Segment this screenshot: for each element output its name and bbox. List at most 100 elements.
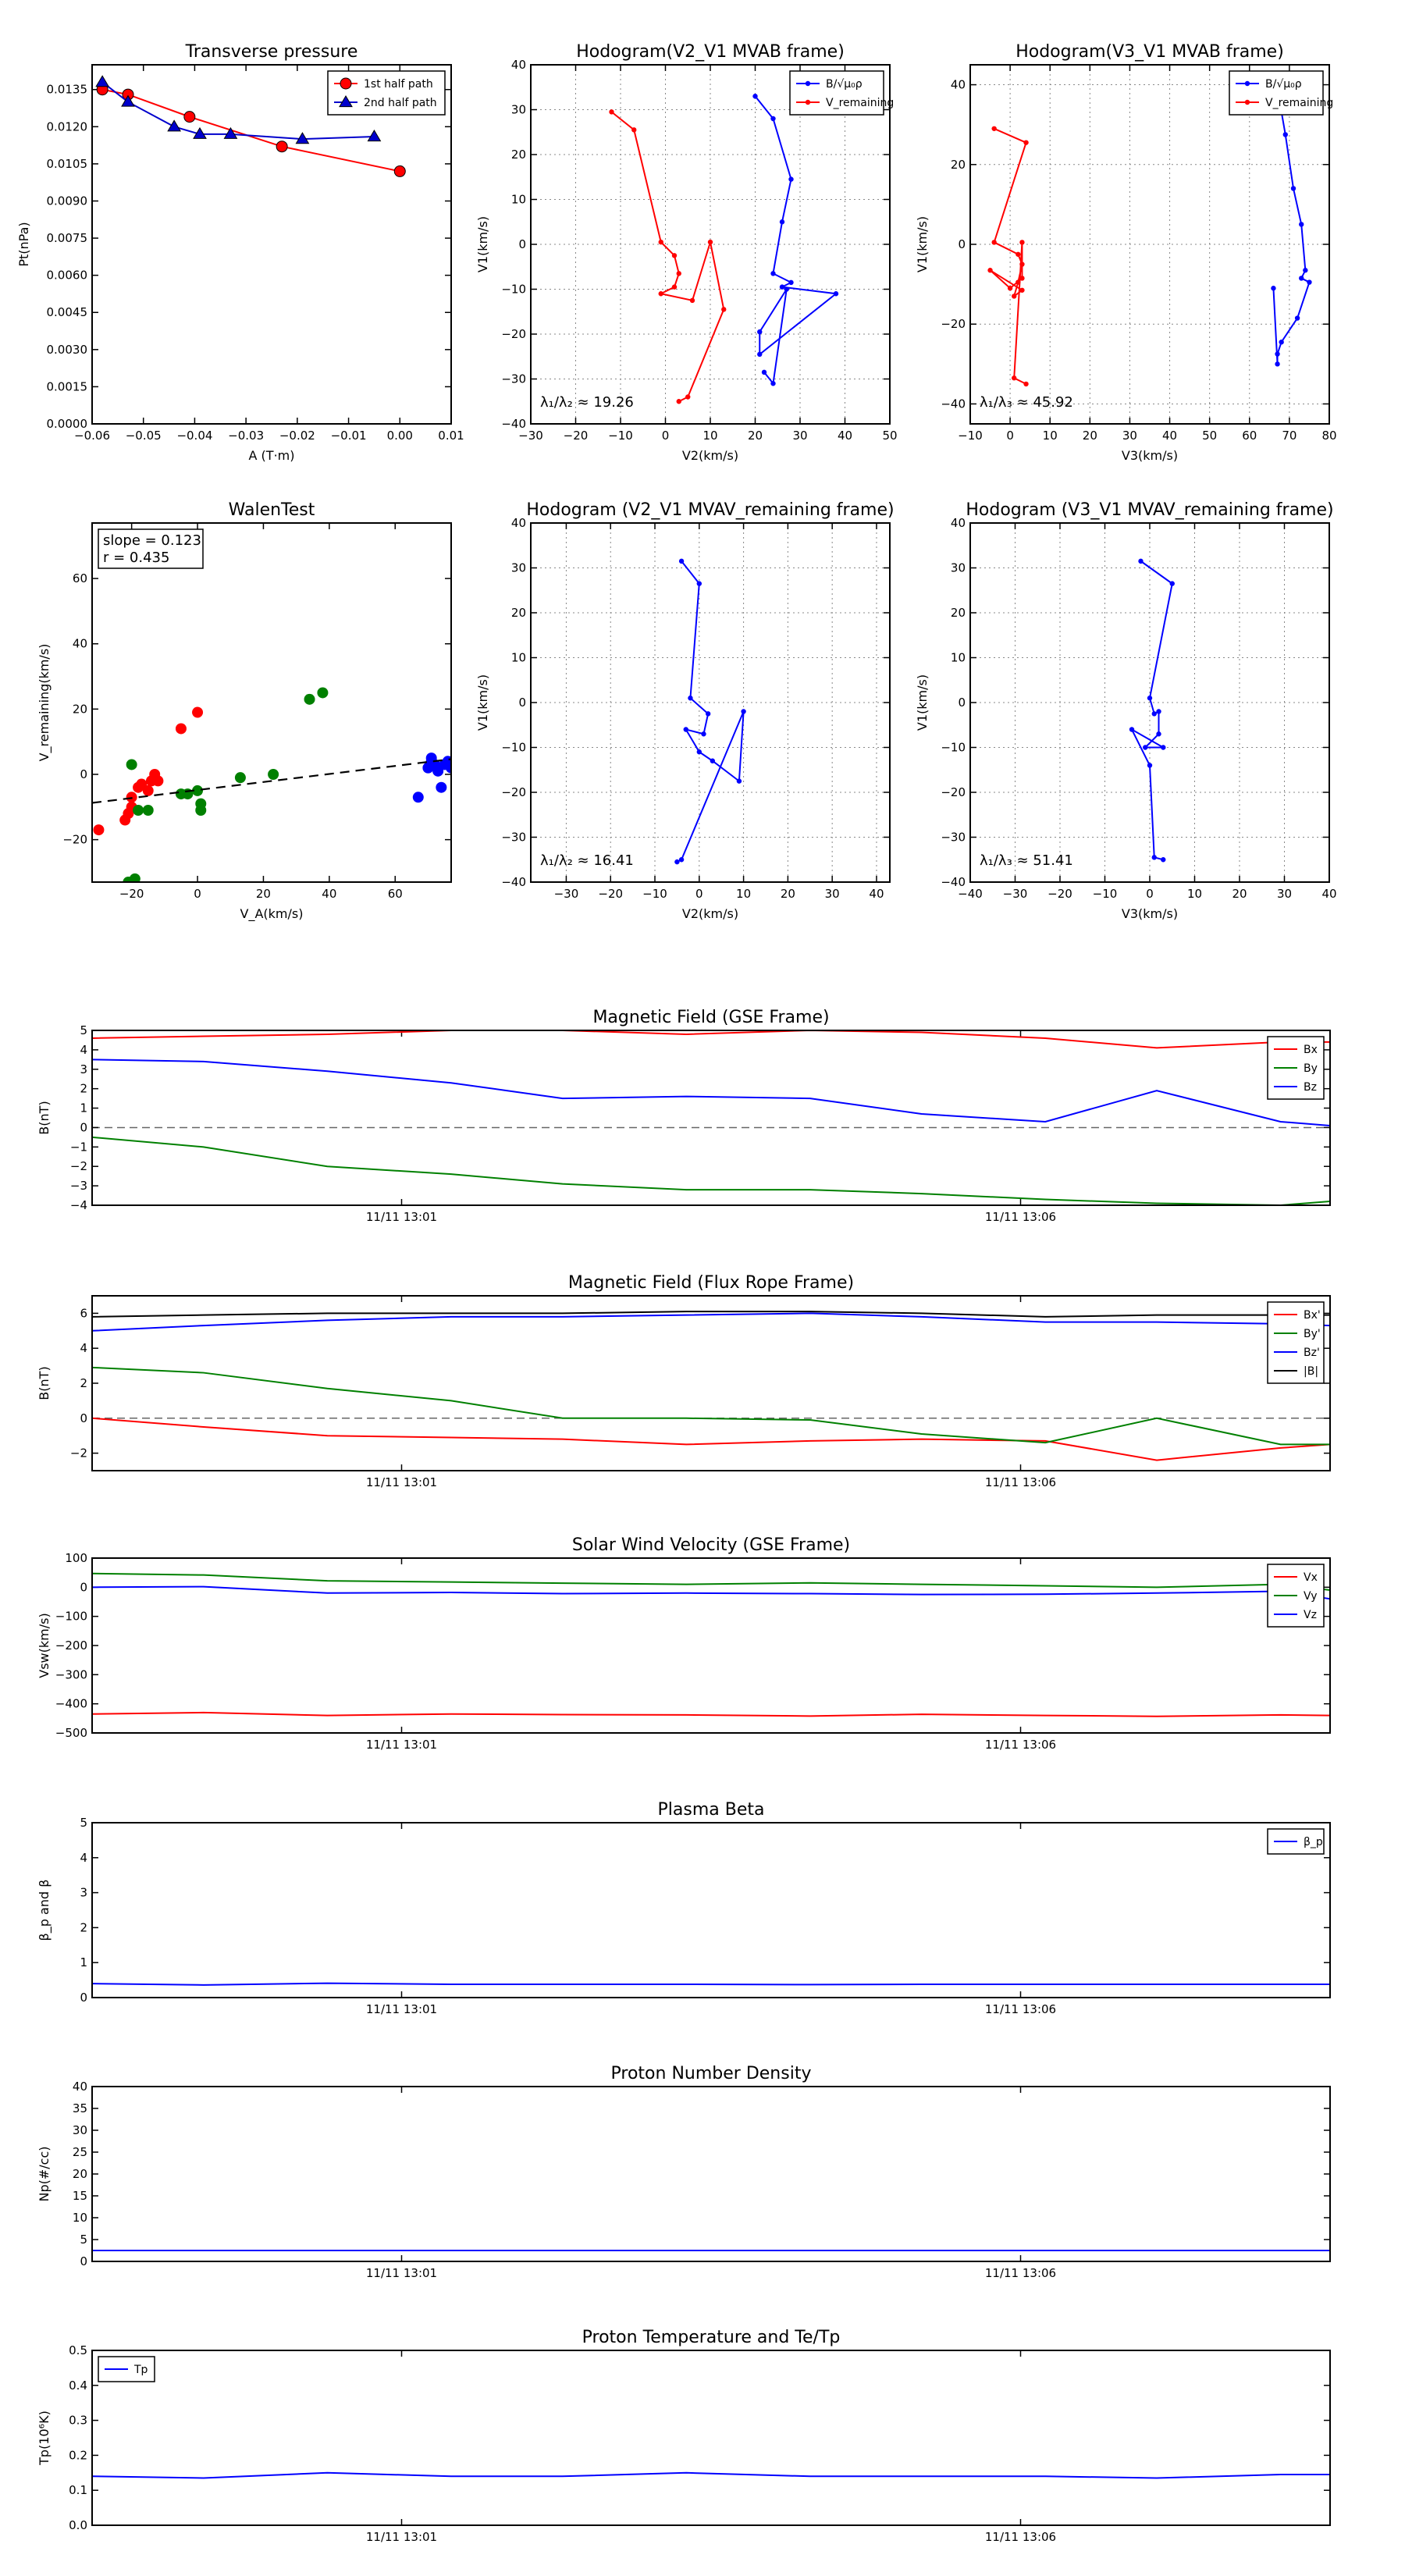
- y-axis-label: Np(#/cc): [37, 2147, 52, 2202]
- y-axis-label: V1(km/s): [915, 674, 930, 731]
- y-tick-label: −40: [941, 397, 966, 411]
- y-tick-label: 2: [80, 1920, 87, 1934]
- y-tick-label: 0.0045: [47, 305, 88, 319]
- y-tick-label: −20: [501, 785, 526, 799]
- data-point: [121, 94, 135, 107]
- legend-label: 1st half path: [364, 78, 433, 91]
- legend-marker: [1244, 80, 1250, 87]
- data-point: [678, 558, 685, 564]
- y-tick-label: 3: [80, 1886, 87, 1900]
- plot-area: [92, 1982, 1330, 1986]
- data-point: [678, 857, 685, 863]
- x-tick-label: 60: [388, 887, 403, 901]
- series-line-0: [92, 1711, 1330, 1717]
- y-tick-label: 1: [80, 1101, 87, 1115]
- x-tick-label: 30: [792, 429, 807, 443]
- axes-frame: [969, 64, 1330, 425]
- data-point: [1282, 132, 1288, 137]
- data-point: [1299, 276, 1304, 281]
- series-line-0: [92, 1982, 1330, 1986]
- y-tick-label: −20: [62, 833, 87, 847]
- y-tick-label: 20: [951, 158, 966, 172]
- data-point: [1169, 581, 1175, 586]
- scatter-point: [304, 693, 315, 705]
- data-point: [674, 859, 680, 865]
- data-point: [1275, 361, 1280, 367]
- legend: Bx By Bz: [1267, 1036, 1325, 1100]
- data-point: [770, 381, 776, 386]
- data-point: [1299, 222, 1304, 227]
- y-tick-label: −10: [501, 283, 526, 297]
- data-point: [393, 165, 406, 177]
- y-tick-label: 0: [80, 1411, 87, 1425]
- y-tick-label: 20: [73, 2167, 87, 2181]
- y-tick-label: 60: [73, 571, 87, 585]
- y-tick-label: 20: [73, 702, 87, 716]
- y-tick-label: 0.0120: [47, 119, 88, 133]
- y-tick-label: 0: [518, 237, 526, 251]
- x-tick-label: 11/11 13:06: [985, 2002, 1056, 2016]
- chart-mf2: 11/11 13:01 11/11 13:06 −2 0 2 4 6 Magnetic Fie…: [37, 1273, 1331, 1489]
- scatter-point: [446, 762, 451, 774]
- y-tick-label: 0: [80, 1580, 87, 1594]
- legend-label: Vz: [1304, 1609, 1317, 1621]
- legend-box: [1229, 70, 1324, 116]
- x-tick-label: −0.02: [279, 429, 315, 443]
- x-tick-label: −0.03: [228, 429, 264, 443]
- series-line-0: [1129, 560, 1173, 861]
- x-tick-label: 40: [1321, 887, 1336, 901]
- y-tick-label: 0.1: [69, 2483, 87, 2497]
- data-point: [1156, 709, 1161, 714]
- y-tick-label: −300: [55, 1667, 87, 1681]
- x-tick-label: −0.06: [74, 429, 110, 443]
- plot-area: [95, 75, 406, 177]
- y-tick-label: −4: [70, 1198, 87, 1212]
- x-tick-label: 40: [838, 429, 852, 443]
- data-point: [658, 239, 663, 245]
- y-tick-label: 0.0135: [47, 83, 88, 97]
- y-tick-label: 5: [80, 1023, 87, 1037]
- y-tick-label: 40: [951, 516, 966, 530]
- y-tick-label: 0.0105: [47, 157, 88, 171]
- data-point: [1161, 745, 1166, 750]
- data-point: [788, 176, 794, 182]
- legend-label: |B|: [1304, 1365, 1318, 1378]
- scatter-point: [317, 687, 329, 699]
- axes-frame: [91, 64, 452, 425]
- x-tick-label: 40: [322, 887, 336, 901]
- series-line-1: [610, 111, 725, 403]
- y-axis-label: B(nT): [37, 1101, 52, 1134]
- data-point: [1138, 558, 1144, 564]
- data-point: [761, 369, 767, 375]
- series-line-0: [754, 95, 838, 386]
- scatter-point: [192, 706, 204, 718]
- chart-h3: −30 −20 −10 0 10 20 30 40−40−30−20−10010203040H…: [475, 500, 895, 921]
- x-tick-label: 11/11 13:01: [366, 1738, 437, 1752]
- y-tick-label: 0: [80, 1120, 87, 1134]
- data-point: [671, 253, 678, 258]
- plot-area: [92, 2471, 1330, 2479]
- x-axis-label: V_A(km/s): [240, 906, 304, 922]
- x-tick-label: 20: [781, 887, 795, 901]
- x-tick-label: 11/11 13:06: [985, 2266, 1056, 2280]
- y-tick-label: −100: [55, 1610, 87, 1624]
- chart-title: Magnetic Field (Flux Rope Frame): [568, 1273, 854, 1293]
- x-tick-label: 0.00: [387, 429, 413, 443]
- chart-title: Hodogram (V2_V1 MVAV_remaining frame): [526, 500, 894, 520]
- data-point: [671, 284, 678, 290]
- data-point: [1303, 268, 1308, 273]
- stats-box: [98, 528, 204, 569]
- y-tick-label: 40: [73, 2080, 87, 2094]
- x-tick-label: −30: [518, 429, 543, 443]
- x-tick-label: 80: [1321, 429, 1336, 443]
- series-line-0: [92, 1030, 1330, 1049]
- legend-label: Bx: [1304, 1044, 1318, 1056]
- y-axis-label: V1(km/s): [475, 674, 490, 731]
- x-tick-label: 10: [1187, 887, 1202, 901]
- chart-title: Plasma Beta: [658, 1800, 765, 1820]
- series-line-1: [989, 127, 1027, 385]
- data-point: [658, 291, 663, 297]
- plot-area: [92, 687, 451, 882]
- x-tick-label: 11/11 13:01: [366, 1475, 437, 1489]
- plot-area: [92, 1311, 1330, 1461]
